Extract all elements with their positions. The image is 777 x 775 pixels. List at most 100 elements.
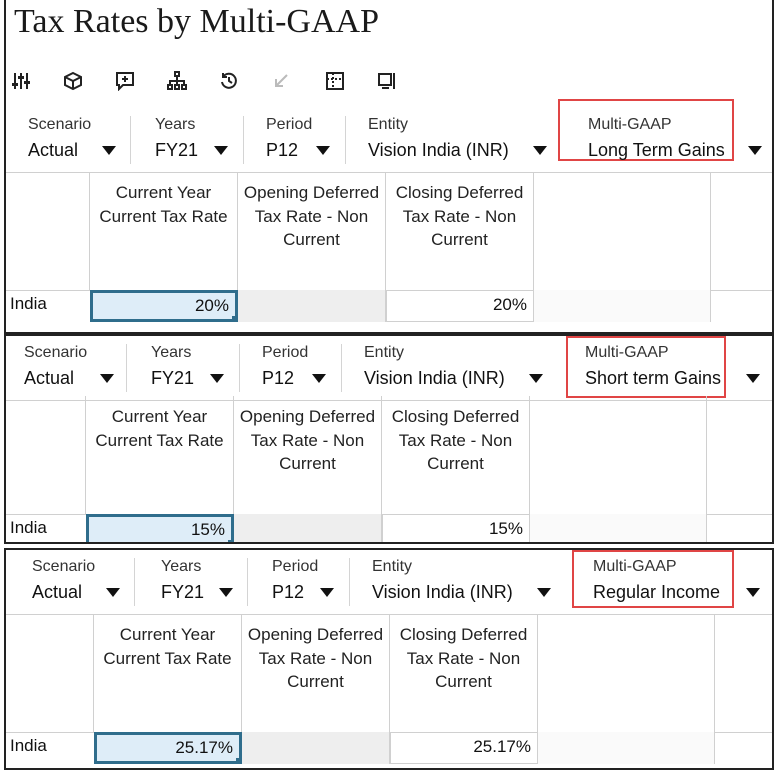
- chevron-down-icon[interactable]: [748, 146, 762, 155]
- chevron-down-icon[interactable]: [106, 588, 120, 597]
- divider: [345, 116, 346, 164]
- pov-label-entity: Entity: [364, 344, 405, 361]
- pov-scenario[interactable]: Scenario Actual: [6, 550, 134, 614]
- data-cell-closing-deferred[interactable]: 20%: [386, 290, 534, 322]
- data-cell-opening-deferred[interactable]: [242, 732, 390, 764]
- pov-label-entity: Entity: [368, 116, 409, 133]
- export-icon[interactable]: [376, 70, 398, 92]
- divider: [126, 344, 127, 392]
- chevron-down-icon[interactable]: [746, 588, 760, 597]
- pov-entity[interactable]: Entity Vision India (INR): [342, 336, 552, 400]
- pov-value-entity[interactable]: Vision India (INR): [364, 368, 505, 388]
- chevron-down-icon[interactable]: [100, 374, 114, 383]
- sliders-icon[interactable]: [10, 70, 32, 92]
- corner-cell: [6, 172, 90, 290]
- pov-period[interactable]: Period P12: [248, 550, 348, 614]
- column-header: Opening Deferred Tax Rate - Non Current: [234, 396, 382, 514]
- pov-label-scenario: Scenario: [32, 558, 96, 575]
- pov-value-period[interactable]: P12: [262, 368, 295, 388]
- column-header: Closing Deferred Tax Rate - Non Current: [386, 172, 534, 290]
- data-grid: Current Year Current Tax Rate Opening De…: [6, 172, 772, 332]
- hierarchy-icon[interactable]: [166, 70, 188, 92]
- column-header: Closing Deferred Tax Rate - Non Current: [382, 396, 530, 514]
- divider: [130, 116, 131, 164]
- column-header: Closing Deferred Tax Rate - Non Current: [390, 614, 538, 732]
- pov-label-years: Years: [151, 344, 192, 361]
- chevron-down-icon[interactable]: [529, 374, 543, 383]
- data-cell-current-tax-rate[interactable]: 15%: [86, 514, 234, 542]
- pov-multigaap[interactable]: Multi-GAAP Regular Income: [572, 550, 772, 614]
- pov-years[interactable]: Years FY21: [127, 336, 237, 400]
- pov-scenario[interactable]: Scenario Actual: [6, 108, 130, 172]
- pov-value-period[interactable]: P12: [272, 582, 305, 602]
- row-label: India: [10, 736, 47, 755]
- chevron-down-icon[interactable]: [537, 588, 551, 597]
- pov-entity[interactable]: Entity Vision India (INR): [350, 550, 560, 614]
- pov-period[interactable]: Period P12: [244, 108, 344, 172]
- chevron-down-icon[interactable]: [219, 588, 233, 597]
- pov-label-years: Years: [155, 116, 196, 133]
- chevron-down-icon[interactable]: [746, 374, 760, 383]
- pov-value-multigaap[interactable]: Regular Income: [593, 582, 721, 602]
- highlight-box: [566, 336, 726, 398]
- pov-value-entity[interactable]: Vision India (INR): [368, 140, 509, 160]
- pov-years[interactable]: Years FY21: [135, 550, 245, 614]
- pov-value-scenario[interactable]: Actual: [32, 582, 83, 602]
- pov-value-scenario[interactable]: Actual: [28, 140, 79, 160]
- data-cell-opening-deferred[interactable]: [234, 514, 382, 542]
- chevron-down-icon[interactable]: [316, 146, 330, 155]
- pov-multigaap[interactable]: Multi-GAAP Short term Gains: [566, 336, 772, 400]
- column-header-empty: [538, 614, 715, 732]
- data-cell-current-tax-rate[interactable]: 25.17%: [94, 732, 242, 764]
- chevron-down-icon[interactable]: [210, 374, 224, 383]
- pov-bar: Scenario Actual Years FY21 Period P12 En…: [6, 336, 772, 401]
- pov-bar: Scenario Actual Years FY21 Period P12 En…: [6, 550, 772, 615]
- column-header-row: Current Year Current Tax Rate Opening De…: [6, 396, 772, 515]
- pov-label-scenario: Scenario: [28, 116, 92, 133]
- column-header: Current Year Current Tax Rate: [86, 396, 234, 514]
- pov-label-period: Period: [266, 116, 313, 133]
- pov-value-multigaap[interactable]: Long Term Gains: [588, 140, 725, 160]
- pov-value-years[interactable]: FY21: [155, 140, 199, 160]
- pov-entity[interactable]: Entity Vision India (INR): [346, 108, 556, 172]
- pov-label-entity: Entity: [372, 558, 413, 575]
- form-panel-long-term-gains: Tax Rates by Multi-GAAP Scenario Act: [4, 0, 774, 334]
- data-grid: Current Year Current Tax Rate Opening De…: [6, 614, 772, 768]
- divider: [134, 558, 135, 606]
- pov-value-years[interactable]: FY21: [151, 368, 195, 388]
- data-grid: Current Year Current Tax Rate Opening De…: [6, 396, 772, 542]
- data-cell-closing-deferred[interactable]: 25.17%: [390, 732, 538, 764]
- data-cell-empty: [530, 514, 707, 542]
- pov-multigaap[interactable]: Multi-GAAP Long Term Gains: [558, 99, 772, 172]
- divider: [349, 558, 350, 606]
- column-header: Opening Deferred Tax Rate - Non Current: [242, 614, 390, 732]
- pov-label-multigaap: Multi-GAAP: [593, 558, 677, 575]
- pov-value-multigaap[interactable]: Short term Gains: [585, 368, 722, 388]
- pov-value-entity[interactable]: Vision India (INR): [372, 582, 513, 602]
- grid-icon[interactable]: [324, 70, 346, 92]
- history-icon[interactable]: [218, 70, 240, 92]
- data-cell-closing-deferred[interactable]: 15%: [382, 514, 530, 542]
- chevron-down-icon[interactable]: [533, 146, 547, 155]
- pov-value-years[interactable]: FY21: [161, 582, 205, 602]
- table-row: India 20% 20%: [6, 290, 772, 322]
- pov-period[interactable]: Period P12: [240, 336, 340, 400]
- data-cell-opening-deferred[interactable]: [238, 290, 386, 322]
- divider: [247, 558, 248, 606]
- pov-value-scenario[interactable]: Actual: [24, 368, 75, 388]
- pov-years[interactable]: Years FY21: [131, 108, 241, 172]
- chevron-down-icon[interactable]: [214, 146, 228, 155]
- add-comment-icon[interactable]: [114, 70, 136, 92]
- cube-icon[interactable]: [62, 70, 84, 92]
- chevron-down-icon[interactable]: [312, 374, 326, 383]
- data-cell-empty: [538, 732, 715, 764]
- table-row: India 15% 15%: [6, 514, 772, 542]
- pov-scenario[interactable]: Scenario Actual: [6, 336, 126, 400]
- chevron-down-icon[interactable]: [102, 146, 116, 155]
- corner-cell: [6, 396, 86, 514]
- column-header-empty: [534, 172, 711, 290]
- pov-value-period[interactable]: P12: [266, 140, 299, 160]
- data-cell-current-tax-rate[interactable]: 20%: [90, 290, 238, 322]
- chevron-down-icon[interactable]: [320, 588, 334, 597]
- pov-bar: Scenario Actual Years FY21 Period P12 En…: [6, 99, 772, 173]
